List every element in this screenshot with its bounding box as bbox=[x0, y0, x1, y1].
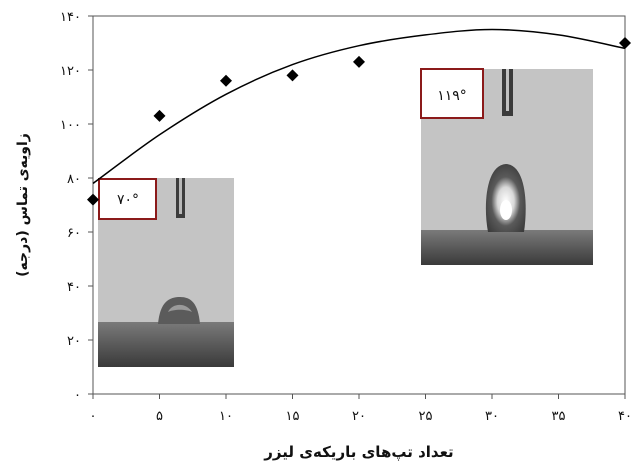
y-tick-label: ۶۰ bbox=[67, 226, 81, 241]
substrate bbox=[98, 322, 234, 367]
substrate bbox=[421, 230, 593, 265]
y-tick-label: ۸۰ bbox=[67, 172, 81, 187]
x-tick-label: ۱۰ bbox=[219, 409, 233, 424]
x-tick-label: ۴۰ bbox=[618, 409, 632, 424]
y-tick-label: ۲۰ bbox=[67, 334, 81, 349]
inset-droplet-high-angle: ۱۱۹° bbox=[420, 68, 593, 265]
angle-label-high: ۱۱۹° bbox=[437, 88, 467, 104]
x-axis-label: تعداد تپ‌های باریکه‌ی لیزر bbox=[263, 443, 453, 461]
x-tick-label: ۲۵ bbox=[419, 409, 433, 424]
x-tick-label: ۱۵ bbox=[286, 409, 300, 424]
data-point bbox=[220, 74, 232, 87]
y-tick-label: ۴۰ bbox=[67, 280, 81, 295]
data-point bbox=[353, 55, 365, 68]
y-tick-label: ۱۲۰ bbox=[60, 64, 81, 79]
x-tick-label: ۰ bbox=[90, 409, 97, 424]
y-tick-label: ۱۰۰ bbox=[60, 118, 81, 133]
needle-highlight bbox=[179, 178, 182, 214]
x-tick-label: ۲۰ bbox=[352, 409, 366, 424]
data-point bbox=[87, 193, 99, 206]
droplet-highlight bbox=[168, 304, 192, 312]
x-tick-label: ۳۰ bbox=[485, 409, 499, 424]
angle-label-box bbox=[98, 178, 157, 220]
droplet bbox=[485, 164, 526, 232]
y-tick-label: ۰ bbox=[74, 388, 81, 403]
x-tick-label: ۵ bbox=[156, 409, 163, 424]
data-markers bbox=[87, 37, 631, 206]
x-tick-label: ۳۵ bbox=[552, 409, 566, 424]
droplet-reflection bbox=[500, 200, 512, 220]
trend-line bbox=[92, 28, 626, 185]
y-axis-label: زاویه‌ی تماس (درجه) bbox=[15, 133, 31, 277]
y-axis-ticks: ۰ ۲۰ ۴۰ ۶۰ ۸۰ ۱۰۰ ۱۲۰ ۱۴۰ bbox=[60, 10, 93, 403]
needle-highlight bbox=[506, 69, 509, 111]
data-point bbox=[153, 109, 166, 122]
y-tick-label: ۱۴۰ bbox=[60, 10, 81, 25]
data-point bbox=[619, 37, 631, 49]
x-axis-ticks: ۰ ۵ ۱۰ ۱۵ ۲۰ ۲۵ ۳۰ ۳۵ ۴۰ bbox=[90, 394, 632, 424]
angle-label-box bbox=[420, 68, 484, 119]
angle-label-low: ۷۰° bbox=[117, 192, 139, 208]
inset-droplet-low-angle: ۷۰° bbox=[98, 178, 234, 367]
data-point bbox=[286, 69, 299, 82]
droplet bbox=[158, 297, 200, 324]
